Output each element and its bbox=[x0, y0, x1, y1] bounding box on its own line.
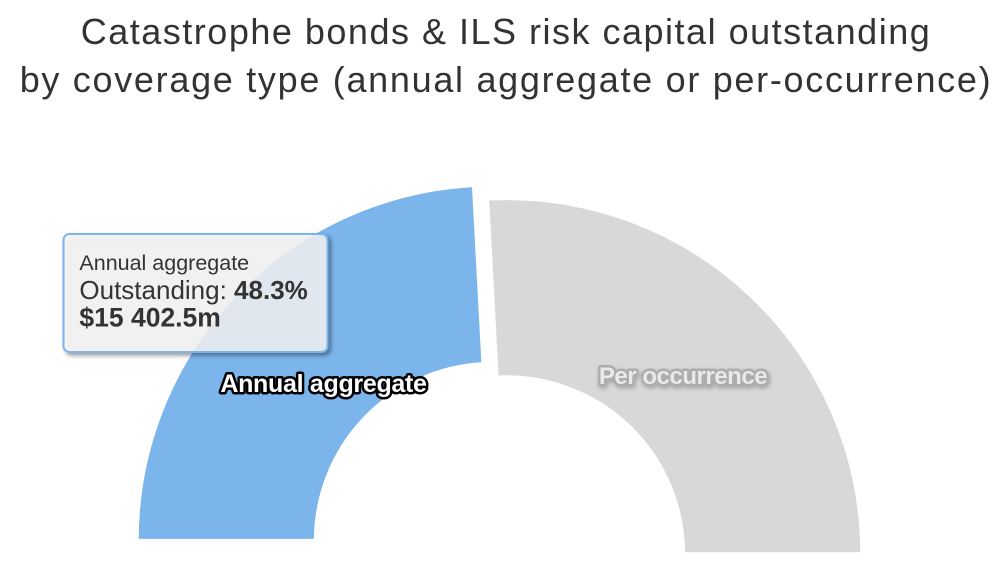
svg-text:Annual aggregate: Annual aggregate bbox=[79, 251, 249, 275]
svg-text:Per occurrence: Per occurrence bbox=[599, 363, 767, 390]
svg-text:by coverage type (annual aggre: by coverage type (annual aggregate or pe… bbox=[20, 59, 993, 100]
svg-text:Catastrophe bonds & ILS risk c: Catastrophe bonds & ILS risk capital out… bbox=[81, 11, 931, 52]
svg-text:$15 402.5m: $15 402.5m bbox=[79, 303, 220, 333]
svg-text:Annual aggregate: Annual aggregate bbox=[220, 370, 427, 398]
svg-text:Outstanding: 48.3%: Outstanding: 48.3% bbox=[79, 275, 307, 305]
